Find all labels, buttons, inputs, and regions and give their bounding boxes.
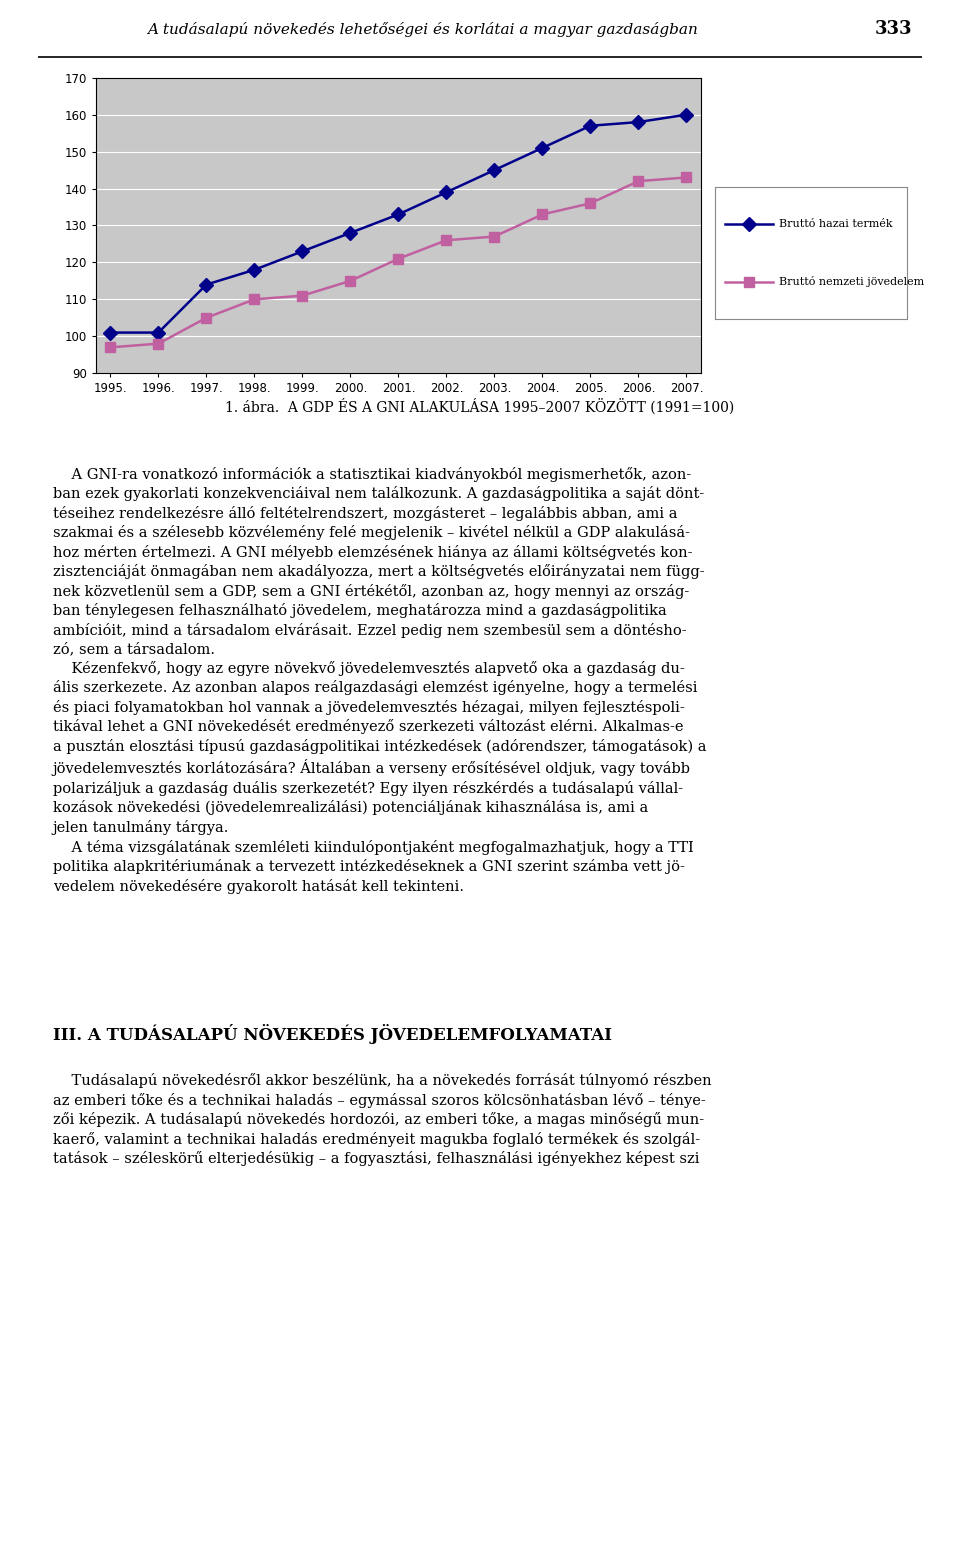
- Text: A tudásalapú növekedés lehetőségei és korlátai a magyar gazdaságban: A tudásalapú növekedés lehetőségei és ko…: [147, 22, 698, 37]
- Text: Bruttó nemzeti jövedelem: Bruttó nemzeti jövedelem: [779, 277, 924, 288]
- Text: 1. ábra.  A GDP ÉS A GNI ALAKULÁSA 1995–2007 KÖZÖTT (1991=100): 1. ábra. A GDP ÉS A GNI ALAKULÁSA 1995–2…: [226, 398, 734, 414]
- Text: A GNI-ra vonatkozó információk a statisztikai kiadványokból megismerhetők, azon-: A GNI-ra vonatkozó információk a statisz…: [53, 466, 707, 911]
- Text: Tudásalapú növekedésről akkor beszélünk, ha a növekedés forrását túlnyomó részbe: Tudásalapú növekedésről akkor beszélünk,…: [53, 1073, 711, 1166]
- Text: III. A TUDÁSALAPÚ NÖVEKEDÉS JÖVEDELEMFOLYAMATAI: III. A TUDÁSALAPÚ NÖVEKEDÉS JÖVEDELEMFOL…: [53, 1025, 612, 1043]
- Text: Bruttó hazai termék: Bruttó hazai termék: [779, 219, 892, 229]
- Text: 333: 333: [875, 20, 912, 37]
